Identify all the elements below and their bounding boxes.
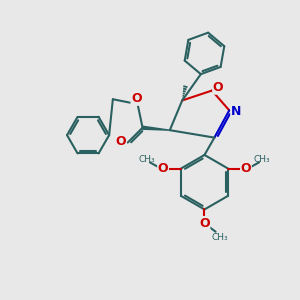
- Text: N: N: [231, 105, 242, 118]
- Text: CH₃: CH₃: [139, 155, 155, 164]
- Text: CH₃: CH₃: [254, 155, 270, 164]
- Text: O: O: [158, 162, 168, 175]
- Text: O: O: [116, 135, 126, 148]
- Text: O: O: [199, 217, 210, 230]
- Polygon shape: [142, 126, 170, 130]
- Text: O: O: [131, 92, 142, 105]
- Text: O: O: [213, 81, 224, 94]
- Text: O: O: [241, 162, 251, 175]
- Text: CH₃: CH₃: [211, 233, 228, 242]
